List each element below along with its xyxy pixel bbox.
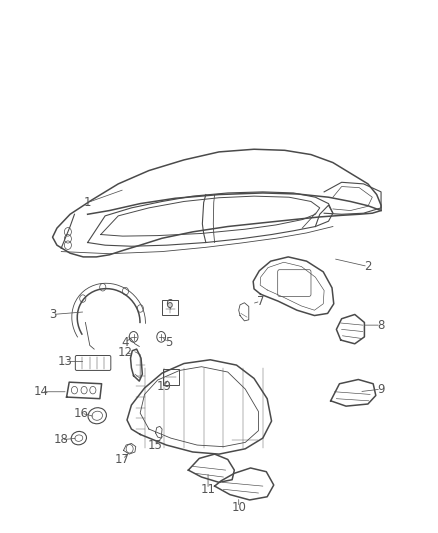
Text: 14: 14 (34, 385, 49, 398)
Text: 8: 8 (378, 319, 385, 332)
Text: 19: 19 (157, 380, 172, 393)
Text: 16: 16 (74, 407, 88, 419)
Text: 3: 3 (49, 308, 56, 321)
Text: 13: 13 (57, 355, 72, 368)
Text: 9: 9 (377, 383, 385, 395)
Text: 2: 2 (364, 260, 372, 273)
Text: 6: 6 (165, 298, 173, 311)
Text: 18: 18 (54, 433, 69, 446)
Text: 7: 7 (257, 295, 265, 308)
Text: 17: 17 (115, 453, 130, 466)
Text: 5: 5 (165, 336, 172, 349)
Text: 12: 12 (117, 346, 132, 359)
Text: 1: 1 (84, 196, 92, 209)
Text: 11: 11 (201, 483, 215, 496)
Text: 4: 4 (121, 336, 129, 349)
Text: 10: 10 (231, 501, 246, 514)
Text: 15: 15 (148, 439, 163, 451)
